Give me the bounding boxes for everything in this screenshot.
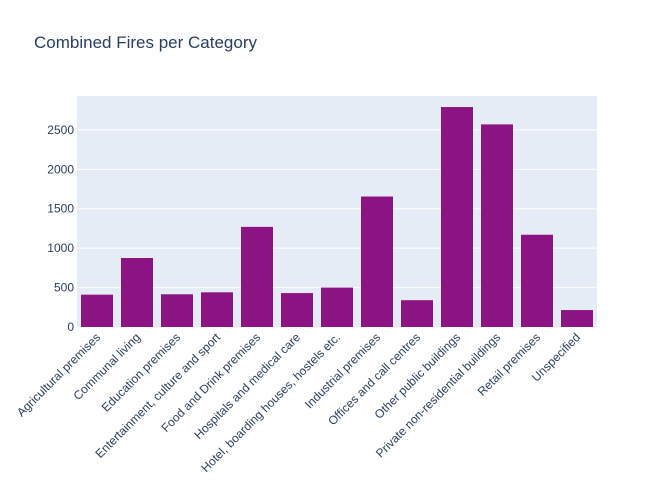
- bar[interactable]: [401, 300, 433, 327]
- y-axis-ticks: 0 500 1000 1500 2000 2500: [47, 123, 74, 334]
- bar[interactable]: [121, 258, 153, 327]
- chart-title: Combined Fires per Category: [34, 33, 257, 52]
- bar[interactable]: [201, 292, 233, 327]
- y-tick-label: 1500: [47, 202, 74, 216]
- y-tick-label: 2500: [47, 123, 74, 137]
- x-tick-label: Industrial premises: [302, 330, 383, 411]
- bar[interactable]: [241, 226, 273, 327]
- y-tick-label: 500: [54, 281, 74, 295]
- bar[interactable]: [521, 234, 553, 327]
- bar[interactable]: [481, 124, 513, 327]
- y-tick-label: 2000: [47, 162, 74, 176]
- bar[interactable]: [321, 287, 353, 327]
- bar[interactable]: [81, 294, 113, 327]
- y-tick-label: 0: [67, 320, 74, 334]
- bars: [81, 107, 593, 328]
- bar[interactable]: [441, 107, 473, 328]
- bar[interactable]: [161, 294, 193, 327]
- y-tick-label: 1000: [47, 241, 74, 255]
- bar[interactable]: [561, 310, 593, 327]
- bar[interactable]: [281, 293, 313, 327]
- bar[interactable]: [361, 196, 393, 327]
